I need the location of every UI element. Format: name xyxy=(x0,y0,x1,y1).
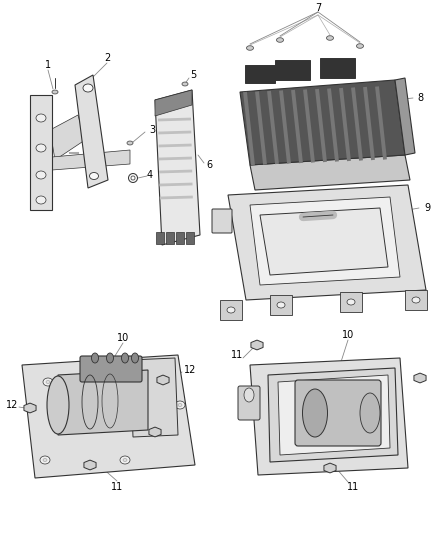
Ellipse shape xyxy=(303,389,328,437)
Ellipse shape xyxy=(46,381,50,384)
Polygon shape xyxy=(22,355,195,478)
Text: 12: 12 xyxy=(184,365,196,375)
Text: 2: 2 xyxy=(104,53,110,63)
Polygon shape xyxy=(278,375,390,455)
Polygon shape xyxy=(395,78,415,155)
Polygon shape xyxy=(155,90,200,245)
FancyBboxPatch shape xyxy=(80,356,142,382)
Text: 8: 8 xyxy=(417,93,423,103)
Text: 1: 1 xyxy=(45,60,51,70)
Ellipse shape xyxy=(131,353,138,363)
Polygon shape xyxy=(251,340,263,350)
Ellipse shape xyxy=(178,403,182,407)
Ellipse shape xyxy=(247,46,254,50)
Polygon shape xyxy=(340,292,362,312)
Polygon shape xyxy=(405,290,427,310)
Polygon shape xyxy=(324,463,336,473)
Polygon shape xyxy=(240,80,405,165)
Polygon shape xyxy=(414,373,426,383)
Polygon shape xyxy=(24,403,36,413)
Ellipse shape xyxy=(36,114,46,122)
FancyBboxPatch shape xyxy=(295,380,381,446)
Ellipse shape xyxy=(120,456,130,464)
Polygon shape xyxy=(50,115,85,160)
Ellipse shape xyxy=(244,388,254,402)
Polygon shape xyxy=(260,208,388,275)
Ellipse shape xyxy=(412,297,420,303)
Text: 4: 4 xyxy=(147,170,153,180)
Polygon shape xyxy=(30,95,52,210)
Ellipse shape xyxy=(47,376,69,434)
Ellipse shape xyxy=(106,353,113,363)
Polygon shape xyxy=(157,375,169,385)
Polygon shape xyxy=(220,300,242,320)
FancyBboxPatch shape xyxy=(238,386,260,420)
Ellipse shape xyxy=(131,176,135,180)
Polygon shape xyxy=(268,368,398,462)
Text: 7: 7 xyxy=(315,3,321,13)
Ellipse shape xyxy=(121,353,128,363)
Polygon shape xyxy=(84,460,96,470)
FancyBboxPatch shape xyxy=(320,58,355,78)
Polygon shape xyxy=(228,185,426,300)
Text: 11: 11 xyxy=(347,482,359,492)
Ellipse shape xyxy=(326,36,333,41)
Ellipse shape xyxy=(360,393,380,433)
Text: 6: 6 xyxy=(206,160,212,170)
Polygon shape xyxy=(270,295,292,315)
Text: 9: 9 xyxy=(424,203,430,213)
Ellipse shape xyxy=(36,144,46,152)
Polygon shape xyxy=(149,427,161,437)
Polygon shape xyxy=(250,358,408,475)
Text: 12: 12 xyxy=(6,400,18,410)
Bar xyxy=(186,232,194,244)
Bar xyxy=(176,232,184,244)
Ellipse shape xyxy=(123,458,127,462)
FancyBboxPatch shape xyxy=(245,65,275,83)
Ellipse shape xyxy=(43,378,53,386)
Ellipse shape xyxy=(40,456,50,464)
Text: 11: 11 xyxy=(231,350,243,360)
Ellipse shape xyxy=(36,171,46,179)
Polygon shape xyxy=(75,75,108,188)
Text: 5: 5 xyxy=(190,70,196,80)
Ellipse shape xyxy=(128,174,138,182)
FancyBboxPatch shape xyxy=(275,60,310,80)
Polygon shape xyxy=(58,370,148,435)
Ellipse shape xyxy=(227,307,235,313)
Ellipse shape xyxy=(92,353,99,363)
Ellipse shape xyxy=(83,84,93,92)
Text: 10: 10 xyxy=(117,333,129,343)
Text: 11: 11 xyxy=(111,482,123,492)
Polygon shape xyxy=(250,197,400,285)
Text: 3: 3 xyxy=(149,125,155,135)
Ellipse shape xyxy=(89,173,99,180)
Text: 10: 10 xyxy=(342,330,354,340)
Ellipse shape xyxy=(36,196,46,204)
Polygon shape xyxy=(250,155,410,190)
Ellipse shape xyxy=(277,302,285,308)
Polygon shape xyxy=(52,150,130,170)
Ellipse shape xyxy=(182,82,188,86)
Ellipse shape xyxy=(175,401,185,409)
Bar xyxy=(156,232,164,244)
Polygon shape xyxy=(130,358,178,437)
Ellipse shape xyxy=(347,299,355,305)
Ellipse shape xyxy=(139,375,157,425)
Bar xyxy=(166,232,174,244)
Polygon shape xyxy=(155,90,192,116)
Ellipse shape xyxy=(43,458,47,462)
FancyBboxPatch shape xyxy=(212,209,232,233)
Ellipse shape xyxy=(52,90,58,94)
Ellipse shape xyxy=(276,38,283,42)
Ellipse shape xyxy=(357,44,364,49)
Ellipse shape xyxy=(127,141,133,145)
